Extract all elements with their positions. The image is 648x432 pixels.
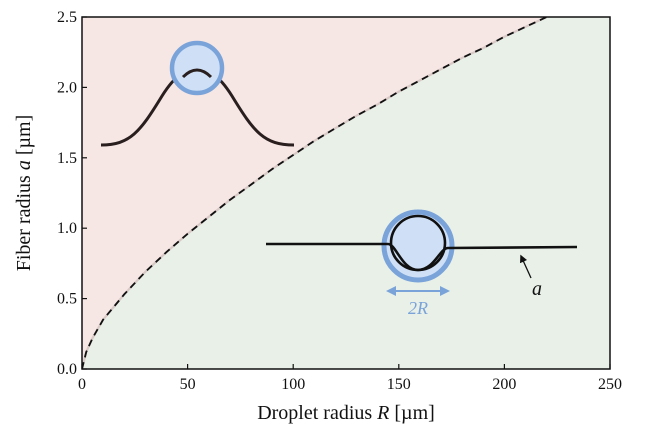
region-below-boundary — [82, 17, 610, 369]
y-tick-label: 0.5 — [57, 291, 77, 308]
droplet-circle — [169, 40, 225, 96]
y-tick-label: 1.5 — [57, 150, 77, 167]
schematic-droplet-on-top — [100, 40, 295, 147]
y-axis-label: Fiber radius a [µm] — [13, 115, 35, 272]
region-above-boundary — [82, 17, 547, 369]
x-tick-label: 200 — [492, 376, 516, 393]
fiber-loop — [389, 214, 447, 272]
x-axis-ticks: 0 50 100 150 200 250 — [78, 364, 622, 393]
fiber-curve-over-droplet — [181, 68, 213, 79]
diameter-label: 2R — [408, 298, 428, 318]
y-tick-label: 2.0 — [57, 79, 77, 96]
x-tick-label: 100 — [281, 376, 305, 393]
x-tick-label: 150 — [387, 376, 411, 393]
x-axis-label-prefix: Droplet radius — [257, 402, 377, 424]
y-axis-ticks: 0.0 0.5 1.0 1.5 2.0 2.5 — [57, 9, 87, 378]
schematic-droplet-engulfed: 2R a — [266, 209, 578, 318]
fiber-radius-label: a — [532, 278, 542, 300]
y-axis-label-unit: [µm] — [13, 115, 35, 160]
y-tick-label: 1.0 — [57, 220, 77, 237]
x-tick-label: 50 — [180, 376, 196, 393]
x-tick-label: 0 — [78, 376, 86, 393]
y-tick-label: 2.5 — [57, 9, 77, 26]
x-axis-label-unit: [µm] — [389, 402, 434, 424]
y-axis-label-prefix: Fiber radius — [13, 170, 35, 271]
plot-frame — [81, 16, 611, 370]
boundary-curve — [82, 17, 547, 369]
y-tick-label: 0.0 — [57, 361, 77, 378]
fiber-radius-arrow — [520, 254, 532, 279]
y-axis-label-variable: a — [13, 160, 35, 170]
x-tick-label: 250 — [598, 376, 622, 393]
x-axis-label: Droplet radius R [µm] — [257, 402, 435, 424]
x-axis-label-variable: R — [376, 402, 389, 424]
